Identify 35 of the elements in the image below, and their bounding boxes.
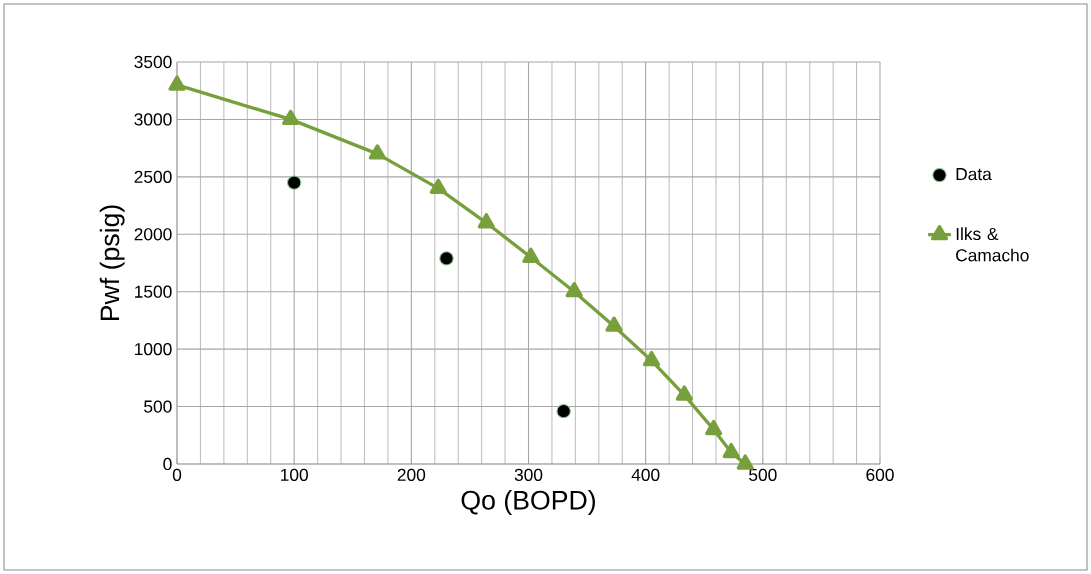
point <box>736 454 754 470</box>
point <box>722 442 740 459</box>
x-tick-label: 200 <box>397 468 426 481</box>
point <box>605 316 623 332</box>
y-tick-label: 2000 <box>134 228 172 241</box>
x-tick-label: 100 <box>281 468 308 481</box>
y-tick-label: 3500 <box>134 55 172 69</box>
point <box>556 403 571 419</box>
x-tick-label: 300 <box>514 468 543 481</box>
point <box>522 247 540 263</box>
x-tick-label: 0 <box>172 468 182 481</box>
point <box>439 251 454 266</box>
point <box>705 419 723 436</box>
legend-label: Ilks & Camacho <box>956 227 1029 262</box>
y-tick-label: 2500 <box>134 170 172 183</box>
point <box>429 178 447 194</box>
y-tick-label: 1000 <box>135 342 172 356</box>
point <box>642 350 661 367</box>
point <box>675 385 693 401</box>
y-tick-label: 0 <box>163 457 172 471</box>
x-axis-title: Qo (BOPD) <box>461 490 595 515</box>
point <box>477 213 495 229</box>
x-tick-label: 500 <box>749 468 777 481</box>
point <box>565 282 583 298</box>
y-tick-label: 3000 <box>134 113 172 126</box>
y-axis-title: Pwf (psig) <box>99 205 125 321</box>
x-tick-label: 400 <box>631 468 660 481</box>
x-tick-label: 600 <box>866 468 894 481</box>
point <box>168 75 186 91</box>
y-tick-label: 500 <box>144 400 172 413</box>
y-tick-label: 1500 <box>135 285 172 298</box>
point <box>368 144 386 160</box>
point <box>286 175 302 190</box>
legend-label: Data <box>956 168 992 181</box>
point <box>282 109 300 126</box>
